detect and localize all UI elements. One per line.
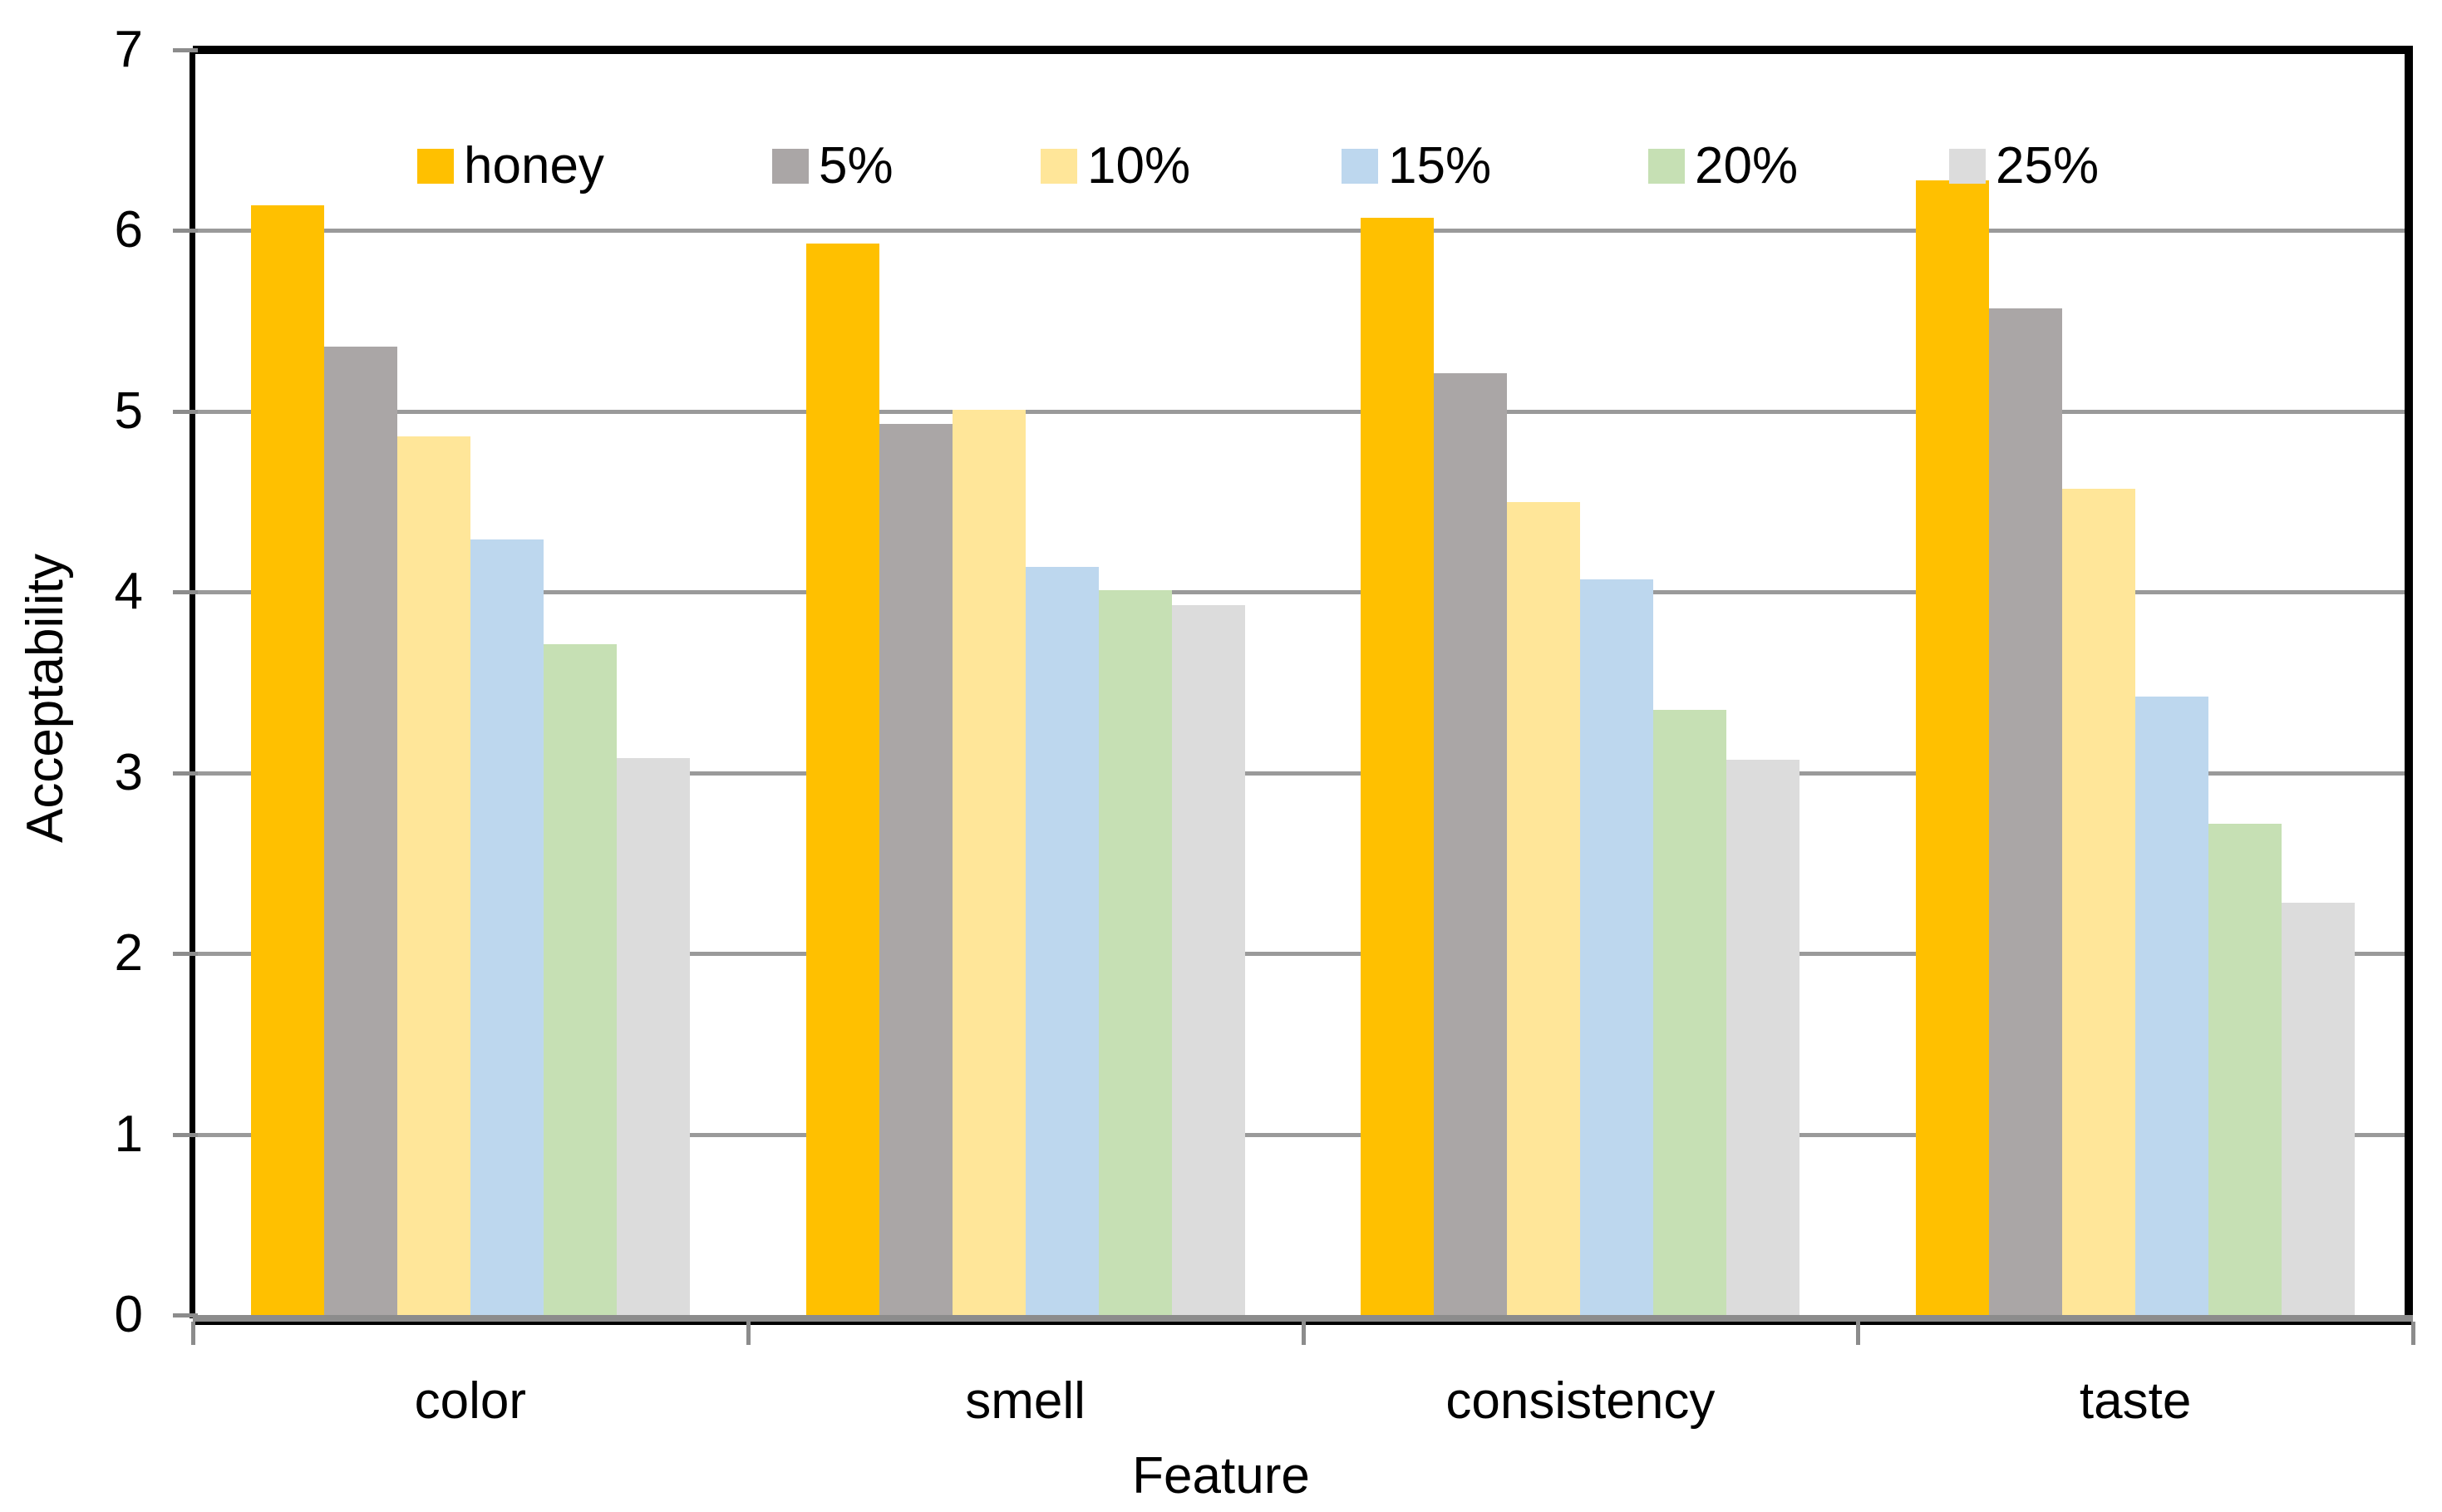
plot-border-left xyxy=(190,48,195,1318)
bar-color-10% xyxy=(396,436,470,1315)
legend-swatch-honey xyxy=(417,149,454,184)
plot-border-right xyxy=(2405,48,2413,1318)
y-tick-label-4: 4 xyxy=(114,563,143,621)
y-tick-7 xyxy=(173,48,198,52)
y-tick-label-3: 3 xyxy=(114,743,143,801)
legend-item-15%: 15% xyxy=(1342,140,1491,192)
x-category-label-smell: smell xyxy=(965,1372,1086,1430)
y-tick-label-2: 2 xyxy=(114,924,143,983)
bar-smell-honey xyxy=(805,243,879,1315)
bar-consistency-10% xyxy=(1507,501,1581,1315)
x-tick-2 xyxy=(1301,1322,1306,1345)
y-tick-4 xyxy=(173,590,198,595)
bar-smell-5% xyxy=(879,424,953,1315)
gridline-y1 xyxy=(194,1132,2411,1137)
y-tick-5 xyxy=(173,409,198,414)
y-tick-1 xyxy=(173,1132,198,1137)
gridline-y3 xyxy=(194,771,2411,776)
legend-item-25%: 25% xyxy=(1949,140,2099,192)
bar-smell-10% xyxy=(952,409,1026,1315)
bar-color-25% xyxy=(616,758,690,1315)
gridline-y2 xyxy=(194,952,2411,957)
x-category-label-color: color xyxy=(414,1372,527,1430)
bar-consistency-honey xyxy=(1361,218,1435,1315)
y-tick-label-7: 7 xyxy=(114,21,143,78)
legend-item-20%: 20% xyxy=(1648,140,1798,192)
bar-smell-20% xyxy=(1098,590,1172,1315)
plot-border-top xyxy=(193,46,2413,54)
y-tick-0 xyxy=(173,1313,198,1317)
legend-label-25%: 25% xyxy=(1996,137,2100,195)
x-tick-1 xyxy=(746,1322,751,1345)
y-tick-label-0: 0 xyxy=(114,1286,143,1343)
legend-item-honey: honey xyxy=(417,140,604,192)
bar-consistency-15% xyxy=(1580,579,1654,1315)
x-tick-0 xyxy=(191,1322,195,1345)
gridline-y4 xyxy=(194,590,2411,595)
gridline-y6 xyxy=(194,229,2411,234)
x-tick-4 xyxy=(2411,1322,2415,1345)
x-axis-title: Feature xyxy=(1132,1447,1310,1505)
bar-smell-25% xyxy=(1171,604,1245,1315)
bar-color-15% xyxy=(470,539,544,1315)
legend-label-10%: 10% xyxy=(1087,137,1191,195)
plot-area: honey 5% 10% 15% 20% 25% xyxy=(193,48,2413,1318)
bar-taste-honey xyxy=(1916,180,1990,1315)
legend-swatch-20% xyxy=(1648,149,1685,184)
gridline-y5 xyxy=(194,409,2411,414)
y-tick-6 xyxy=(173,229,198,234)
bar-taste-25% xyxy=(2282,903,2356,1315)
bar-color-20% xyxy=(543,644,617,1315)
bar-consistency-20% xyxy=(1653,709,1727,1315)
y-tick-3 xyxy=(173,771,198,776)
bar-consistency-5% xyxy=(1434,373,1508,1315)
y-axis-title: Acceptability xyxy=(17,553,74,844)
bar-color-5% xyxy=(323,346,397,1315)
legend-swatch-10% xyxy=(1041,149,1077,184)
bar-taste-20% xyxy=(2208,823,2282,1315)
legend-label-honey: honey xyxy=(464,137,604,195)
legend-label-20%: 20% xyxy=(1695,137,1799,195)
x-axis-line xyxy=(193,1315,2413,1322)
y-tick-label-5: 5 xyxy=(114,382,143,440)
y-tick-2 xyxy=(173,952,198,957)
legend-label-15%: 15% xyxy=(1388,137,1492,195)
legend-swatch-15% xyxy=(1342,149,1378,184)
bar-consistency-25% xyxy=(1726,760,1800,1315)
x-category-label-taste: taste xyxy=(2079,1372,2192,1430)
legend-swatch-25% xyxy=(1949,149,1986,184)
bar-taste-15% xyxy=(2135,697,2209,1315)
bar-taste-5% xyxy=(1989,308,2063,1315)
x-tick-3 xyxy=(1856,1322,1861,1345)
y-tick-label-6: 6 xyxy=(114,201,143,259)
legend-item-10%: 10% xyxy=(1041,140,1190,192)
x-category-label-consistency: consistency xyxy=(1445,1372,1716,1430)
legend-item-5%: 5% xyxy=(772,140,894,192)
bar-taste-10% xyxy=(2062,489,2136,1315)
legend-swatch-5% xyxy=(772,149,809,184)
legend-label-5%: 5% xyxy=(819,137,894,195)
bar-color-honey xyxy=(250,204,324,1315)
bar-smell-15% xyxy=(1025,566,1099,1315)
y-tick-label-1: 1 xyxy=(114,1105,143,1163)
